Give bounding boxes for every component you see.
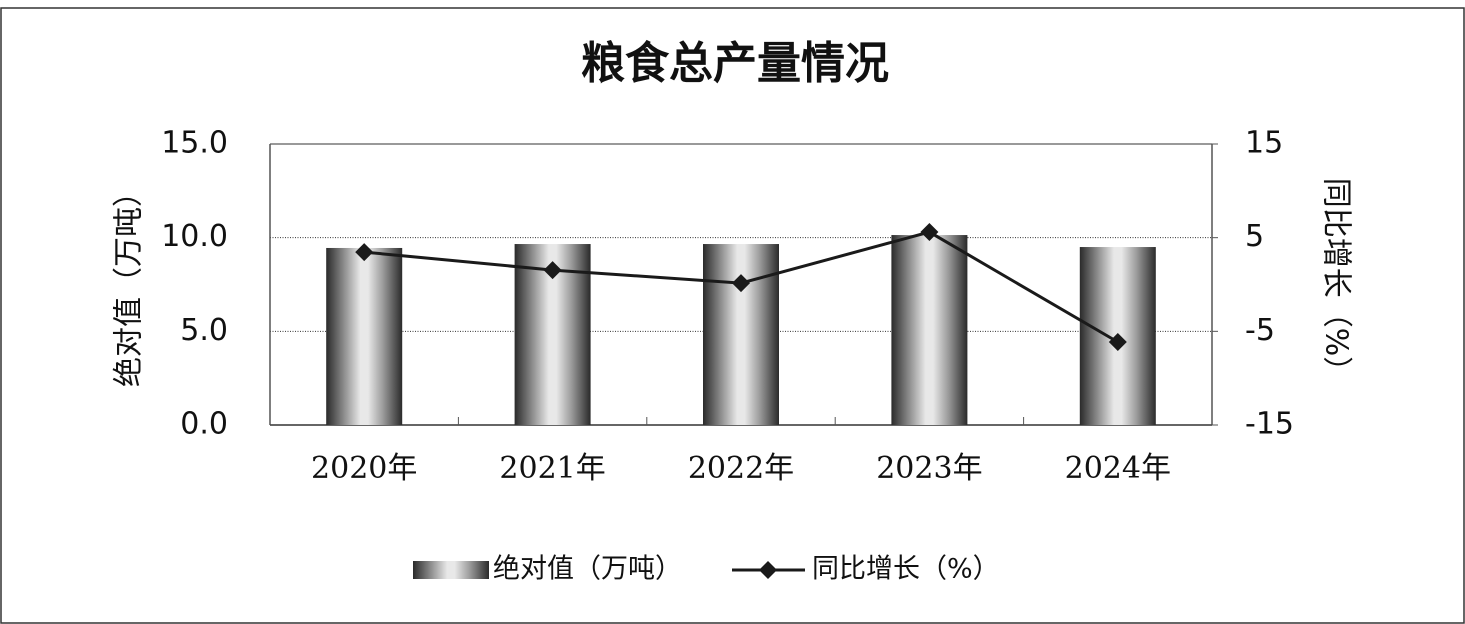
line-marker (920, 223, 939, 242)
y2-tick-label: 5 (1245, 219, 1264, 254)
bar (703, 244, 779, 425)
y2-tick-label: -5 (1245, 313, 1275, 348)
y-tick-label: 5.0 (180, 313, 228, 348)
x-tick-label: 2024年 (1065, 451, 1171, 486)
chart-title: 粮食总产量情况 (581, 38, 889, 89)
x-tick-label: 2022年 (688, 451, 794, 486)
line-marker (355, 243, 374, 262)
bar (891, 235, 968, 425)
y-axis-label: 绝对值（万吨） (112, 177, 147, 387)
y-tick-label: 0.0 (180, 407, 228, 442)
y2-tick-label: 15 (1245, 126, 1283, 161)
line-marker (732, 274, 750, 293)
legend-label: 绝对值（万吨） (493, 554, 682, 585)
y2-tick-label: -15 (1245, 407, 1294, 442)
legend-marker (759, 561, 777, 579)
bar (326, 247, 403, 425)
y2-axis-label: 同比增长（%） (1319, 178, 1354, 387)
x-tick-label: 2021年 (499, 451, 605, 486)
legend-label: 同比增长（%） (812, 554, 1000, 585)
x-tick-label: 2023年 (876, 451, 982, 486)
line-marker (1108, 333, 1127, 352)
y-tick-label: 15.0 (161, 126, 228, 161)
x-tick-label: 2020年 (311, 451, 417, 486)
y-tick-label: 10.0 (161, 219, 228, 254)
legend-swatch (413, 561, 489, 579)
line-marker (543, 261, 562, 280)
